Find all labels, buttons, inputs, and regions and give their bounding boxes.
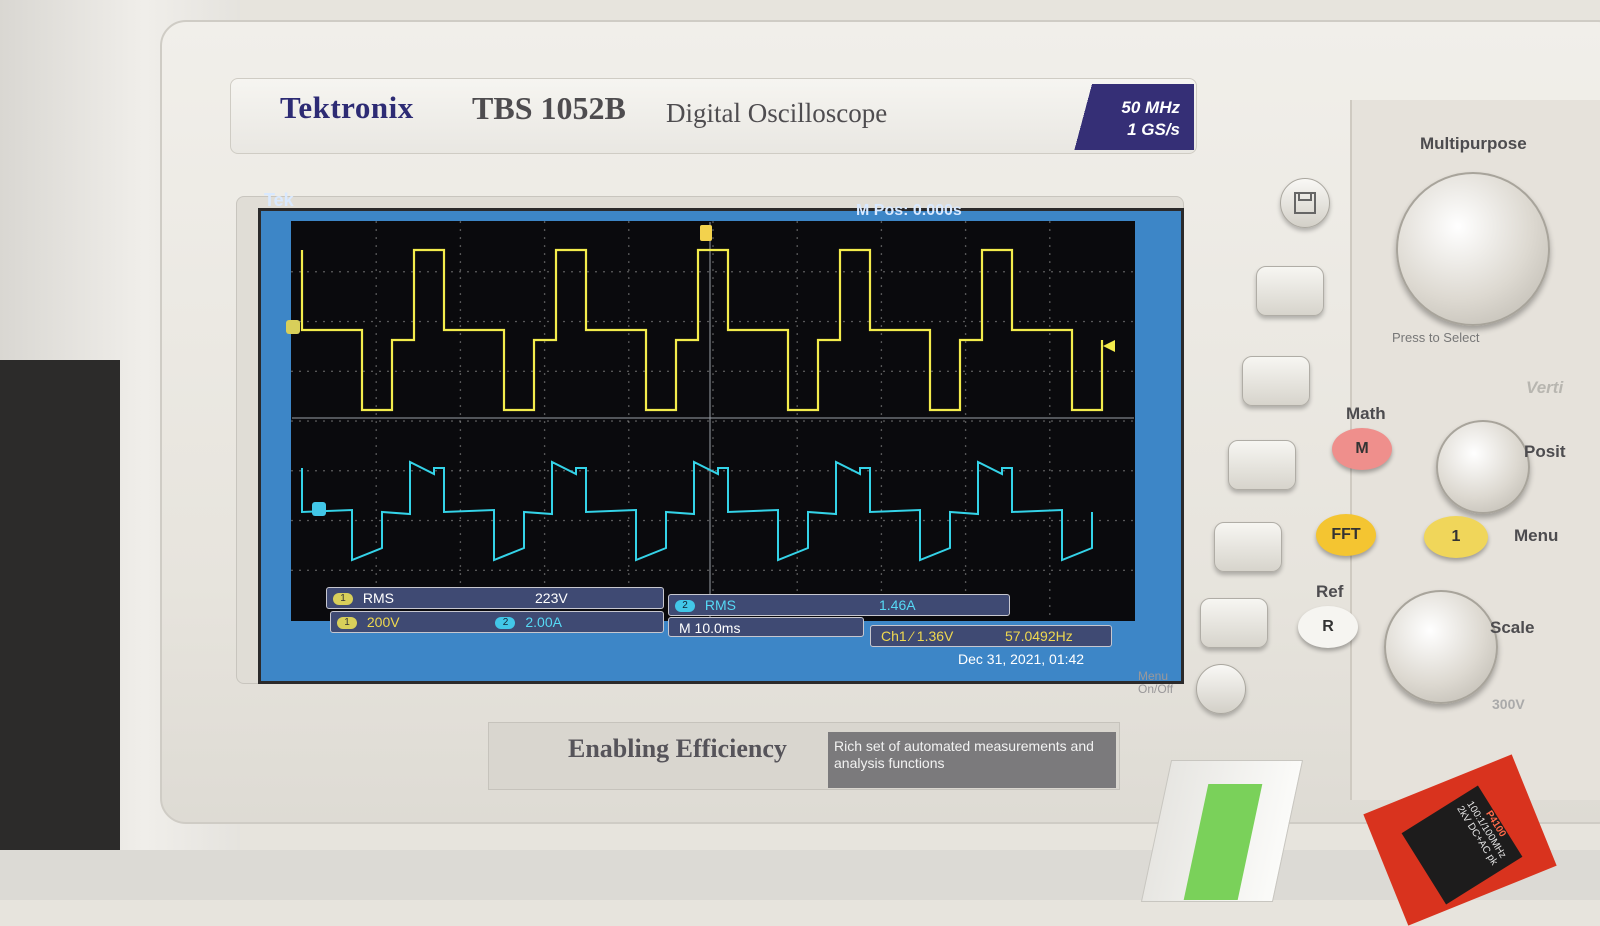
brand-band [230,78,1197,154]
option-button-2[interactable] [1242,356,1310,406]
graticule [291,221,1135,621]
model-name: TBS 1052B [472,90,626,126]
bench-surface [0,850,1600,900]
graticule-grid [291,221,1134,620]
press-to-select-label: Press to Select [1392,330,1480,345]
multipurpose-knob[interactable] [1396,172,1550,326]
vertical-section-label: Verti [1526,378,1564,397]
menu-onoff-line-2: On/Off [1138,682,1174,696]
ch2-scale: 2.00A [525,614,562,630]
tek-label: Tek [264,190,294,210]
ch2-measure-label: RMS [704,597,737,613]
horizontal-position: M Pos: 0.000s [856,202,962,219]
math-button[interactable]: M [1332,428,1392,470]
math-label: Math [1346,404,1386,423]
option-button-1[interactable] [1256,266,1324,316]
equipment-rack-left [0,360,120,900]
menu-onoff-line-1: Menu [1138,669,1169,683]
timebase-readout: M 10.0ms [668,617,864,637]
option-button-3[interactable] [1228,440,1296,490]
input-rating-label: 300V [1492,696,1525,712]
spec-samplerate: 1 GS/s [1127,120,1180,139]
menu-onoff-button[interactable] [1196,664,1246,714]
channel-2-trace [301,460,1093,562]
option-button-4[interactable] [1214,522,1282,572]
waveform-overlay [286,221,1134,620]
trigger-position-marker [700,225,712,241]
ch1-position-knob[interactable] [1436,420,1530,514]
ch2-ground-marker [312,502,326,516]
ch1-scale: 200V [366,614,400,630]
tagline: Enabling Efficiency [568,734,787,763]
save-button[interactable] [1280,178,1330,228]
save-icon [1294,192,1316,214]
ch1-scale-knob[interactable] [1384,590,1498,704]
spec-bandwidth: 50 MHz [1121,98,1180,117]
fft-button[interactable]: FFT [1316,514,1376,556]
ch1-ground-marker [286,320,300,334]
ch2-scale-badge: 2 [495,617,516,630]
channel-scale-readout: 1 200V 2 2.00A [330,611,664,633]
ch1-measure-label: RMS [362,590,395,606]
trigger-frequency: 57.0492Hz [1005,628,1073,644]
ch2-rms-value: 1.46A [879,597,916,613]
ch1-menu-button[interactable]: 1 [1424,516,1488,558]
ch2-rms-readout: 2 RMS 1.46A [668,594,1010,616]
scale-label: Scale [1490,618,1535,637]
brand-logo: Tektronix [280,90,414,125]
screen-datetime: Dec 31, 2021, 01:42 [958,651,1085,667]
menu-onoff-label: Menu On/Off [1138,670,1173,696]
ch1-rms-readout: 1 RMS 223V [326,587,664,609]
position-label: Posit [1524,442,1566,461]
ch1-badge: 1 [333,593,353,606]
menu-label: Menu [1514,526,1559,545]
ch2-badge: 2 [675,600,695,613]
trigger-readout: Ch1 ⁄ 1.36V 57.0492Hz [870,625,1112,647]
spec-badge: 50 MHz 1 GS/s [1050,84,1194,150]
trigger-setting: Ch1 ⁄ 1.36V [881,628,954,644]
ref-label: Ref [1316,582,1344,601]
option-button-5[interactable] [1200,598,1268,648]
trigger-level-marker [1103,340,1115,352]
feature-subtext: Rich set of automated measurements and a… [828,732,1116,788]
ref-button[interactable]: R [1298,606,1358,648]
multipurpose-label: Multipurpose [1420,134,1527,153]
device-description: Digital Oscilloscope [666,98,888,128]
ch1-rms-value: 223V [535,590,568,606]
channel-1-trace [300,248,1104,412]
ch1-scale-badge: 1 [337,617,357,630]
